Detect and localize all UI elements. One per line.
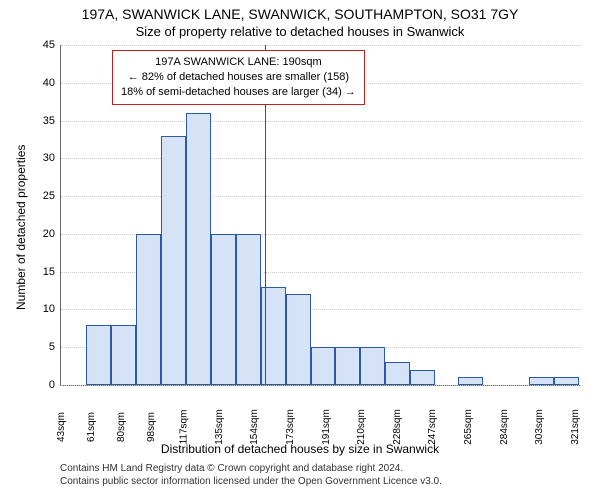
bar [136, 234, 161, 385]
bar [554, 377, 579, 385]
y-tick-label: 0 [25, 379, 55, 391]
chart-container: 197A, SWANWICK LANE, SWANWICK, SOUTHAMPT… [0, 0, 600, 500]
bar [311, 347, 336, 385]
bar [529, 377, 554, 385]
y-tick-label: 30 [25, 152, 55, 164]
info-line: 18% of semi-detached houses are larger (… [121, 85, 356, 100]
info-line: ← 82% of detached houses are smaller (15… [121, 70, 356, 85]
bar [335, 347, 360, 385]
x-tick-label: 210sqm [356, 409, 394, 445]
y-tick-label: 35 [25, 115, 55, 127]
x-tick-label: 173sqm [285, 409, 323, 445]
x-tick-label: 228sqm [392, 409, 430, 445]
info-line: 197A SWANWICK LANE: 190sqm [121, 55, 356, 70]
bar [360, 347, 385, 385]
bar [161, 136, 186, 385]
x-tick-label: 265sqm [463, 409, 501, 445]
bar [385, 362, 410, 385]
page-title-line1: 197A, SWANWICK LANE, SWANWICK, SOUTHAMPT… [0, 6, 600, 22]
y-tick-label: 40 [25, 77, 55, 89]
x-axis-label: Distribution of detached houses by size … [0, 442, 600, 456]
bar [236, 234, 261, 385]
x-ticks: 43sqm61sqm80sqm98sqm117sqm135sqm154sqm17… [60, 386, 580, 446]
y-tick-label: 5 [25, 341, 55, 353]
attribution-line: Contains public sector information licen… [60, 475, 442, 488]
x-tick-label: 321sqm [569, 409, 600, 445]
attribution: Contains HM Land Registry data © Crown c… [60, 462, 442, 488]
bar [410, 370, 435, 385]
bar [211, 234, 236, 385]
bar [186, 113, 211, 385]
y-tick-label: 20 [25, 228, 55, 240]
info-box: 197A SWANWICK LANE: 190sqm ← 82% of deta… [112, 50, 365, 105]
x-tick-label: 154sqm [249, 409, 287, 445]
x-tick-label: 284sqm [498, 409, 536, 445]
x-tick-label: 135sqm [214, 409, 252, 445]
y-tick-label: 25 [25, 190, 55, 202]
x-tick-label: 117sqm [178, 410, 216, 445]
page-title-line2: Size of property relative to detached ho… [0, 24, 600, 39]
y-tick-label: 45 [25, 39, 55, 51]
y-tick-label: 15 [25, 266, 55, 278]
bar [111, 325, 136, 385]
bar [86, 325, 111, 385]
x-tick-label: 247sqm [427, 409, 465, 445]
attribution-line: Contains HM Land Registry data © Crown c… [60, 462, 442, 475]
x-tick-label: 303sqm [534, 409, 572, 445]
x-tick-label: 191sqm [320, 409, 358, 445]
bar [286, 294, 311, 385]
bar [458, 377, 483, 385]
y-tick-label: 10 [25, 303, 55, 315]
